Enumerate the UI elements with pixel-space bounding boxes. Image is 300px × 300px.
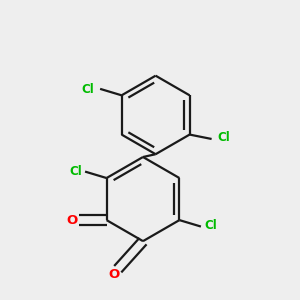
Text: Cl: Cl: [69, 164, 82, 178]
Text: O: O: [108, 268, 119, 281]
Text: Cl: Cl: [204, 219, 217, 232]
Text: O: O: [66, 214, 77, 226]
Text: Cl: Cl: [82, 83, 94, 96]
Text: Cl: Cl: [217, 131, 230, 144]
